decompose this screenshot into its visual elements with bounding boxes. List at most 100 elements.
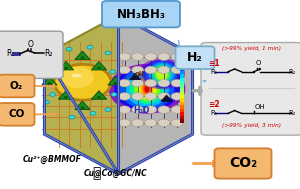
Circle shape	[158, 79, 170, 87]
Circle shape	[81, 57, 84, 59]
Circle shape	[132, 79, 144, 87]
Bar	[180, 67, 184, 71]
Circle shape	[171, 79, 183, 87]
Text: 🔥: 🔥	[92, 166, 100, 180]
FancyBboxPatch shape	[0, 103, 34, 126]
Circle shape	[132, 106, 144, 113]
Bar	[180, 57, 184, 60]
Circle shape	[145, 119, 157, 127]
Circle shape	[171, 66, 183, 74]
Circle shape	[44, 100, 50, 104]
Bar	[180, 119, 184, 123]
Circle shape	[105, 51, 111, 55]
Ellipse shape	[140, 81, 154, 97]
Circle shape	[50, 93, 56, 96]
FancyBboxPatch shape	[0, 75, 34, 97]
Text: CO: CO	[8, 109, 25, 119]
Ellipse shape	[146, 86, 148, 91]
Ellipse shape	[120, 68, 174, 109]
Ellipse shape	[137, 79, 157, 99]
Circle shape	[69, 115, 75, 119]
Text: CO₂: CO₂	[229, 156, 257, 170]
Text: O: O	[255, 60, 261, 66]
Ellipse shape	[146, 61, 178, 87]
Ellipse shape	[139, 58, 185, 89]
Bar	[180, 112, 184, 116]
Polygon shape	[75, 101, 90, 110]
Ellipse shape	[130, 74, 164, 104]
Ellipse shape	[109, 64, 185, 114]
Text: Cu²⁺@BMMOF: Cu²⁺@BMMOF	[23, 155, 82, 164]
Polygon shape	[58, 91, 74, 99]
Circle shape	[158, 66, 170, 74]
Circle shape	[118, 53, 130, 60]
Circle shape	[61, 67, 94, 88]
Circle shape	[54, 64, 111, 100]
Circle shape	[158, 93, 170, 100]
Text: H₂: H₂	[187, 51, 203, 64]
Circle shape	[97, 67, 101, 69]
Text: R₁: R₁	[210, 110, 217, 116]
Polygon shape	[161, 95, 172, 101]
Bar	[180, 64, 184, 67]
Bar	[180, 60, 184, 64]
Circle shape	[145, 79, 157, 87]
Circle shape	[118, 66, 130, 74]
Text: R₂: R₂	[288, 110, 296, 116]
Circle shape	[97, 96, 101, 98]
Ellipse shape	[142, 83, 152, 95]
Bar	[180, 71, 184, 74]
Circle shape	[171, 93, 183, 100]
Ellipse shape	[154, 66, 170, 82]
Polygon shape	[58, 61, 74, 70]
Circle shape	[171, 53, 183, 60]
Circle shape	[132, 93, 144, 100]
Polygon shape	[91, 61, 107, 70]
Text: O₂: O₂	[10, 81, 23, 91]
Text: (>99% yield, 3 min): (>99% yield, 3 min)	[223, 123, 281, 128]
Bar	[180, 91, 184, 95]
Circle shape	[145, 93, 157, 100]
Circle shape	[118, 119, 130, 127]
Circle shape	[158, 119, 170, 127]
Ellipse shape	[71, 74, 82, 77]
Text: R₁: R₁	[210, 69, 217, 75]
Text: O: O	[28, 40, 34, 49]
Text: OH: OH	[254, 104, 265, 110]
Text: R₂: R₂	[44, 49, 52, 58]
Bar	[180, 95, 184, 98]
Ellipse shape	[114, 66, 180, 112]
Circle shape	[145, 106, 157, 113]
Bar	[180, 84, 184, 88]
Circle shape	[158, 53, 170, 60]
Text: R₂: R₂	[288, 69, 296, 75]
Bar	[180, 109, 184, 112]
Text: Cu@Co@GC/NC: Cu@Co@GC/NC	[84, 168, 147, 177]
Bar	[180, 98, 184, 102]
Bar	[180, 74, 184, 78]
Text: R₁: R₁	[7, 49, 15, 58]
Circle shape	[111, 93, 117, 96]
Bar	[180, 88, 184, 91]
Ellipse shape	[144, 85, 150, 93]
Text: oil: oil	[135, 71, 144, 77]
Circle shape	[132, 119, 144, 127]
Circle shape	[114, 82, 117, 84]
Text: ≡1: ≡1	[208, 59, 220, 68]
FancyBboxPatch shape	[214, 148, 272, 179]
Ellipse shape	[142, 60, 182, 88]
Ellipse shape	[149, 63, 175, 85]
Ellipse shape	[134, 76, 160, 101]
Circle shape	[66, 47, 72, 51]
Polygon shape	[91, 91, 107, 99]
Circle shape	[48, 82, 51, 84]
Text: NH₃BH₃: NH₃BH₃	[116, 8, 166, 21]
Circle shape	[81, 107, 84, 109]
Polygon shape	[118, 15, 193, 174]
Polygon shape	[108, 77, 123, 85]
Circle shape	[132, 53, 144, 60]
Polygon shape	[75, 51, 90, 60]
Polygon shape	[42, 77, 57, 85]
Bar	[180, 78, 184, 81]
Circle shape	[118, 93, 130, 100]
